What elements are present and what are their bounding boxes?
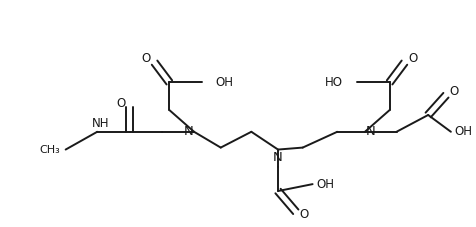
- Text: OH: OH: [316, 178, 334, 191]
- Text: CH₃: CH₃: [39, 145, 60, 155]
- Text: HO: HO: [325, 76, 343, 89]
- Text: OH: OH: [454, 125, 472, 138]
- Text: N: N: [183, 125, 193, 138]
- Text: NH: NH: [91, 117, 109, 130]
- Text: O: O: [117, 97, 126, 110]
- Text: O: O: [407, 52, 417, 65]
- Text: O: O: [299, 208, 308, 221]
- Text: OH: OH: [215, 76, 233, 89]
- Text: N: N: [365, 125, 375, 138]
- Text: O: O: [141, 52, 150, 65]
- Text: O: O: [448, 85, 457, 98]
- Text: N: N: [273, 151, 282, 164]
